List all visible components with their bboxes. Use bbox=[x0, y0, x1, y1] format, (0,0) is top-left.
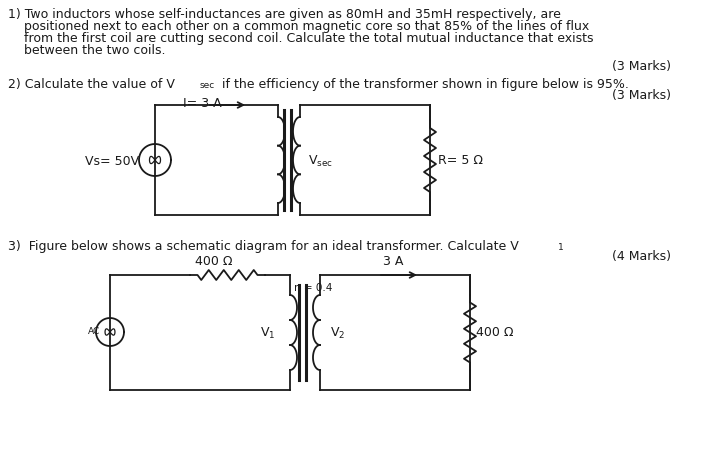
Text: V$_{\mathregular{sec}}$: V$_{\mathregular{sec}}$ bbox=[308, 154, 333, 169]
Text: sec: sec bbox=[200, 81, 215, 90]
Text: (3 Marks): (3 Marks) bbox=[612, 89, 671, 102]
Text: positioned next to each other on a common magnetic core so that 85% of the lines: positioned next to each other on a commo… bbox=[8, 20, 589, 33]
Text: 1: 1 bbox=[558, 243, 564, 252]
Text: V$_1$: V$_1$ bbox=[260, 326, 276, 341]
Text: 2) Calculate the value of V: 2) Calculate the value of V bbox=[8, 78, 175, 91]
Text: 3 A: 3 A bbox=[383, 255, 403, 268]
Text: (4 Marks): (4 Marks) bbox=[612, 250, 671, 263]
Text: V$_2$: V$_2$ bbox=[330, 326, 346, 341]
Text: n = 0.4: n = 0.4 bbox=[294, 283, 333, 293]
Text: 400 Ω: 400 Ω bbox=[195, 255, 233, 268]
Text: from the first coil are cutting second coil. Calculate the total mutual inductan: from the first coil are cutting second c… bbox=[8, 32, 593, 45]
Text: between the two coils.: between the two coils. bbox=[8, 44, 166, 57]
Text: AC: AC bbox=[88, 327, 100, 336]
Text: (3 Marks): (3 Marks) bbox=[612, 60, 671, 73]
Text: R= 5 Ω: R= 5 Ω bbox=[438, 154, 483, 167]
Text: if the efficiency of the transformer shown in figure below is 95%.: if the efficiency of the transformer sho… bbox=[218, 78, 629, 91]
Text: Vs= 50V: Vs= 50V bbox=[85, 155, 139, 168]
Text: I= 3 A: I= 3 A bbox=[183, 97, 222, 110]
Text: 400 Ω: 400 Ω bbox=[476, 326, 513, 339]
Text: 3)  Figure below shows a schematic diagram for an ideal transformer. Calculate V: 3) Figure below shows a schematic diagra… bbox=[8, 240, 518, 253]
Text: 1) Two inductors whose self-inductances are given as 80mH and 35mH respectively,: 1) Two inductors whose self-inductances … bbox=[8, 8, 561, 21]
